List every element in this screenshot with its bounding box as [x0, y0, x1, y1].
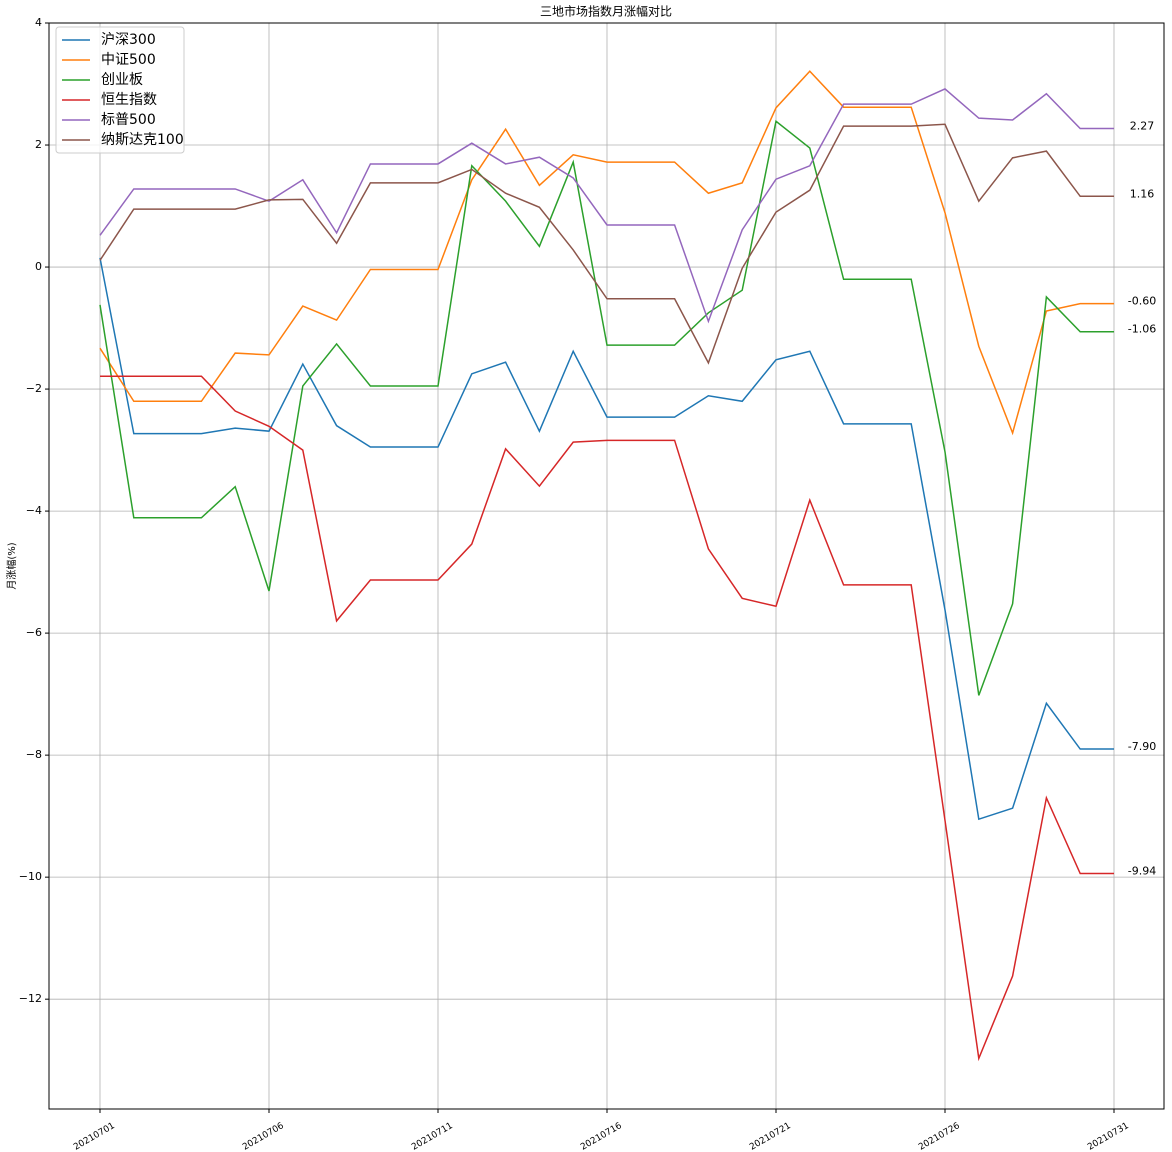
y-tick-label: −12 [19, 992, 42, 1005]
y-tick-label: 4 [35, 16, 42, 29]
legend-box [55, 26, 185, 154]
value-label: 2.27 [1130, 120, 1155, 133]
x-tick-label: 20210716 [579, 1121, 624, 1152]
y-tick-label: −8 [26, 748, 42, 761]
y-tick-label: −2 [26, 382, 42, 395]
y-tick-label: 2 [35, 138, 42, 151]
series-line [99, 257, 1114, 821]
legend-label: 沪深300 [101, 32, 156, 48]
series-line [99, 123, 1114, 365]
y-tick-label: −10 [19, 870, 42, 883]
plot-frame [48, 22, 1165, 1110]
legend-label: 恒生指数 [101, 92, 157, 108]
legend-label: 中证500 [101, 52, 156, 68]
legend-label: 纳斯达克100 [101, 132, 184, 148]
y-tick-label: −4 [26, 504, 42, 517]
x-tick-label: 20210721 [748, 1121, 793, 1152]
y-tick-label: −6 [26, 626, 42, 639]
value-label: -1.06 [1128, 323, 1156, 336]
y-tick-label: 0 [35, 260, 42, 273]
series-line [99, 88, 1114, 324]
chart-title: 三地市场指数月涨幅对比 [540, 4, 672, 19]
series-line [100, 375, 1114, 1062]
value-label: -9.94 [1128, 864, 1156, 877]
x-tick-label: 20210711 [410, 1121, 455, 1152]
value-label: 1.16 [1130, 187, 1155, 200]
series-line [99, 70, 1114, 436]
series-line [99, 119, 1114, 696]
legend-label: 创业板 [101, 72, 143, 88]
x-tick-label: 20210726 [917, 1121, 962, 1152]
legend-label: 标普500 [101, 112, 156, 128]
x-tick-label: 20210701 [72, 1121, 117, 1152]
x-tick-label: 20210706 [241, 1121, 286, 1152]
value-label: -0.60 [1128, 295, 1156, 308]
value-label: -7.90 [1128, 740, 1156, 753]
y-axis-label: 月涨幅(%) [5, 542, 18, 589]
x-tick-label: 20210731 [1086, 1121, 1131, 1152]
